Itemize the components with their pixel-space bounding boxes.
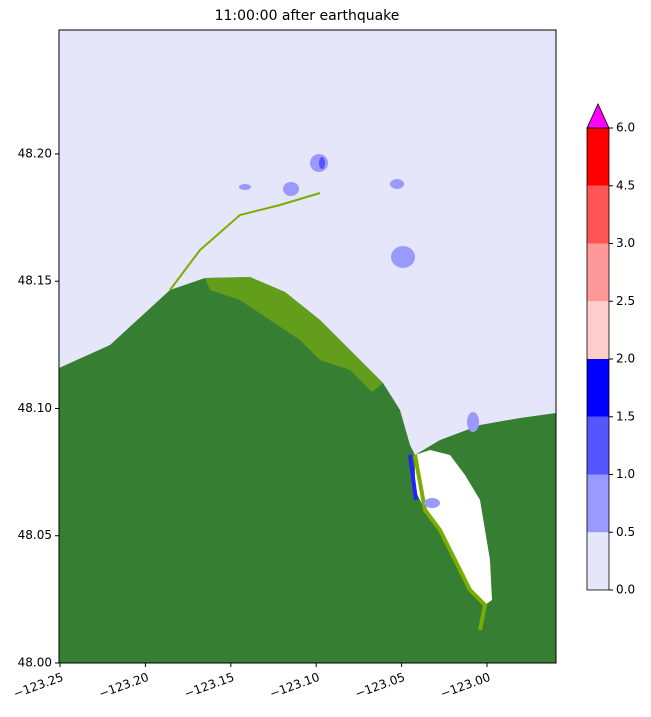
colorbar-band bbox=[587, 474, 609, 533]
colorbar-band bbox=[587, 532, 609, 590]
colorbar-tick-label: 4.5 bbox=[616, 178, 635, 192]
colorbar-band bbox=[587, 301, 609, 359]
x-tick-label: −123.25 bbox=[12, 670, 66, 701]
colorbar-tick-label: 3.0 bbox=[616, 236, 635, 250]
spit-shore bbox=[413, 454, 488, 631]
map bbox=[59, 30, 556, 663]
x-tick-label: −123.05 bbox=[353, 670, 407, 701]
chart-title: 11:00:00 after earthquake bbox=[215, 8, 400, 24]
flood-zone bbox=[408, 454, 418, 501]
colorbar-band bbox=[587, 359, 609, 417]
x-tick-label: −123.15 bbox=[182, 670, 236, 701]
flood-zone bbox=[319, 157, 325, 169]
colorbar-band bbox=[587, 416, 609, 475]
x-tick-label: −123.20 bbox=[97, 670, 151, 701]
land bbox=[59, 277, 556, 663]
colorbar-tick-label: 1.5 bbox=[616, 409, 635, 423]
y-tick-label: 48.00 bbox=[18, 656, 52, 670]
colorbar-tick-label: 1.0 bbox=[616, 467, 635, 481]
flood-zone bbox=[390, 179, 404, 189]
lagoon bbox=[415, 450, 492, 605]
y-tick-label: 48.20 bbox=[18, 146, 52, 160]
colorbar-band bbox=[587, 128, 609, 186]
y-tick-label: 48.10 bbox=[18, 401, 52, 415]
flood-zone bbox=[391, 246, 415, 268]
colorbar-tick-label: 2.5 bbox=[616, 294, 635, 308]
flood-zone bbox=[424, 498, 440, 508]
flood-zone bbox=[239, 184, 251, 190]
colorbar-tick-label: 0.0 bbox=[616, 583, 635, 597]
flood-zone bbox=[467, 412, 479, 432]
y-tick-label: 48.15 bbox=[18, 274, 52, 288]
colorbar-band bbox=[587, 185, 609, 244]
colorbar-tick-label: 0.5 bbox=[616, 525, 635, 539]
colorbar-tick-label: 2.0 bbox=[616, 352, 635, 366]
spit bbox=[169, 192, 321, 291]
x-tick-label: −123.00 bbox=[439, 670, 493, 701]
colorbar-extend bbox=[586, 103, 610, 129]
inundated-shore bbox=[205, 277, 383, 392]
colorbar-band bbox=[587, 243, 609, 302]
plot-frame bbox=[58, 29, 557, 664]
flood-zone bbox=[283, 182, 299, 196]
colorbar-tick-label: 6.0 bbox=[616, 121, 635, 135]
y-tick-label: 48.05 bbox=[18, 528, 52, 542]
x-tick-label: −123.10 bbox=[268, 670, 322, 701]
